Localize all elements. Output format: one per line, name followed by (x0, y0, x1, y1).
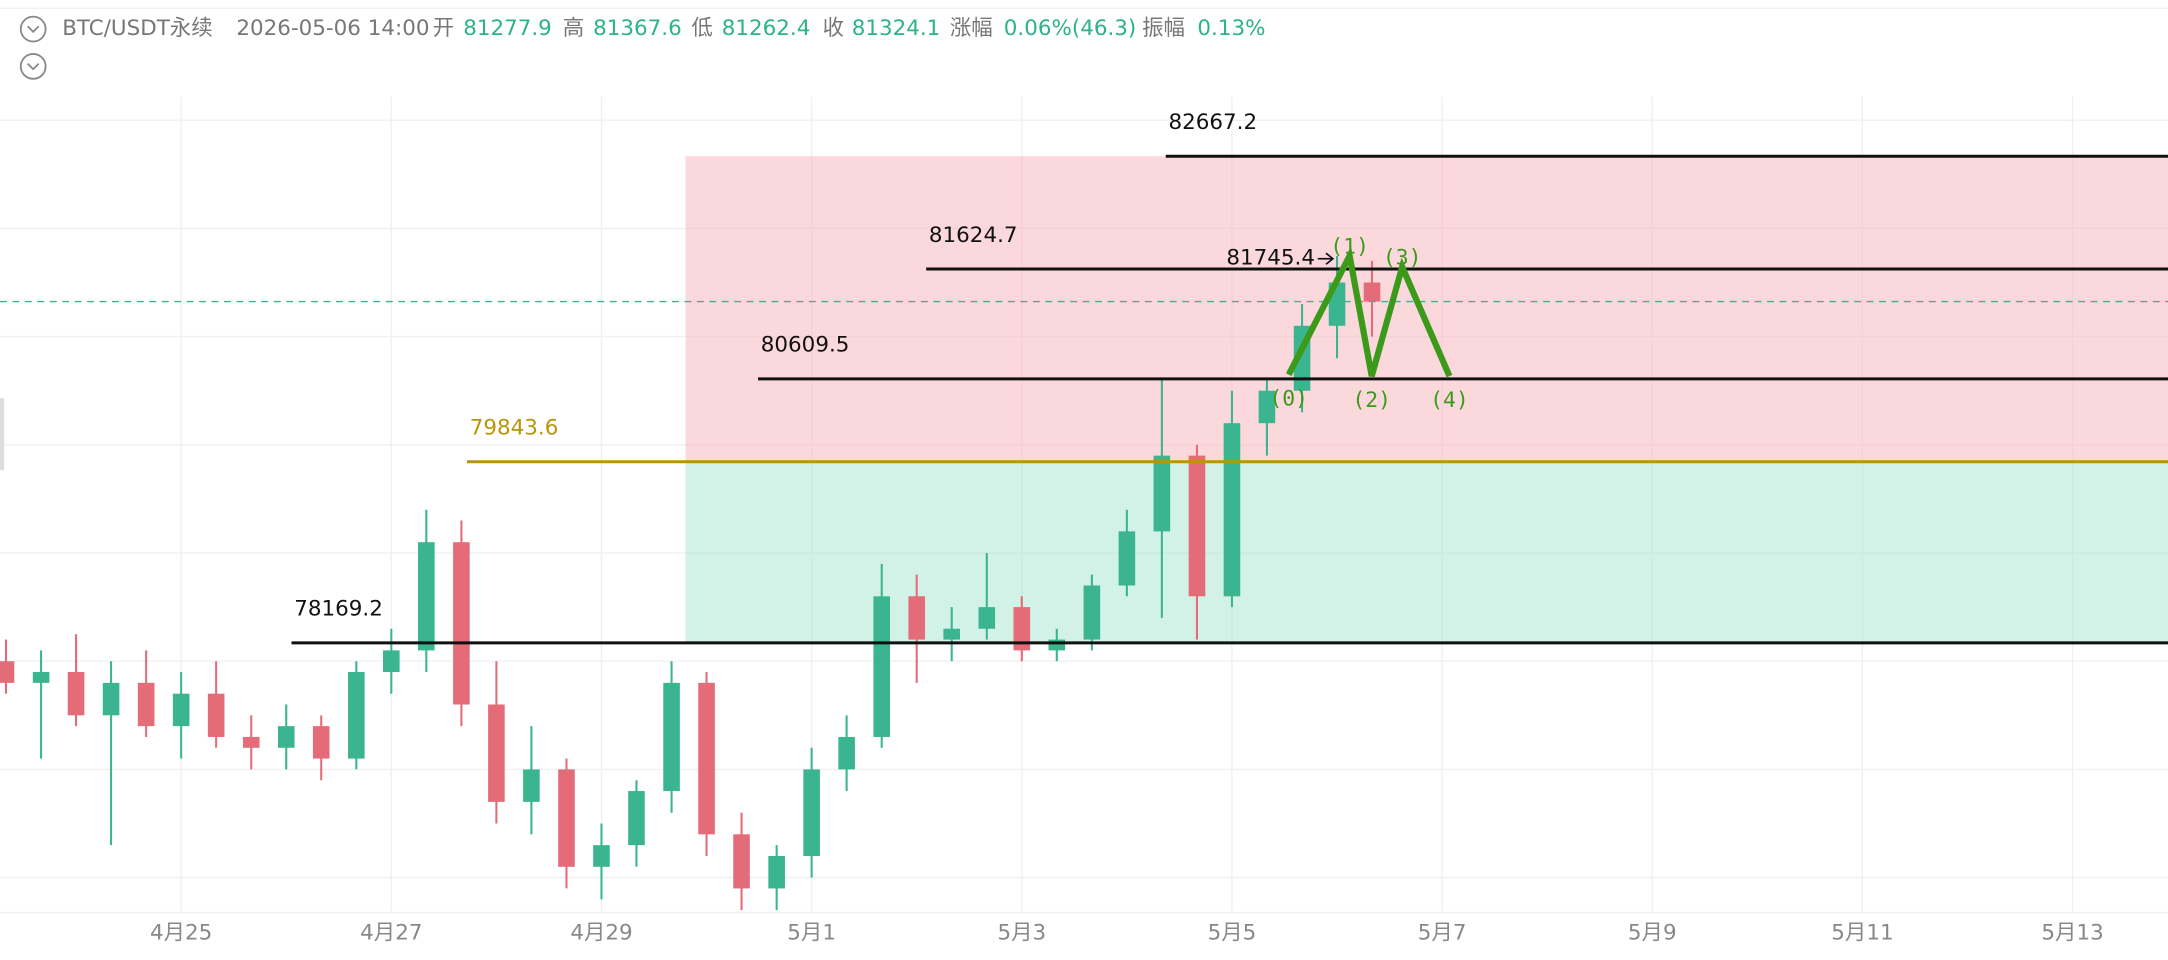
candle-body (1223, 423, 1241, 597)
info-label: 收 (823, 16, 844, 41)
candle-body (172, 693, 190, 727)
high-annotation: 81745.4 (1226, 246, 1315, 271)
candle-body (1013, 607, 1031, 651)
candle-body (488, 704, 505, 802)
info-label: 低 (691, 16, 712, 41)
candle-body (978, 607, 996, 629)
x-tick-label: 5月11 (1831, 920, 1893, 945)
info-value: 81277.9 (463, 16, 552, 41)
candle-body (1153, 455, 1171, 532)
candle-body (277, 726, 295, 748)
price-level-label: 82667.2 (1169, 110, 1258, 135)
info-value: 81262.4 (722, 16, 811, 41)
info-value: 81367.6 (593, 16, 682, 41)
timestamp: 2026-05-06 14:00 (236, 16, 429, 41)
x-tick-label: 5月7 (1418, 920, 1467, 945)
info-label: 开 (433, 16, 454, 41)
info-label: 振幅 (1142, 16, 1185, 41)
price-level-label: 80609.5 (761, 333, 850, 358)
x-tick-label: 4月29 (570, 920, 632, 945)
candle-body (768, 855, 785, 889)
annotation-arrowhead (1325, 252, 1335, 265)
info-value: 0.06%(46.3) (1004, 16, 1136, 41)
candle-body (698, 682, 715, 835)
candle-body (1083, 585, 1101, 640)
wave-label: (1) (1330, 234, 1369, 259)
candle-body (312, 726, 330, 759)
candle-body (1258, 390, 1276, 424)
candle-body (418, 542, 435, 651)
wave-label: (3) (1383, 246, 1422, 271)
candle-body (137, 682, 155, 727)
expand-icon[interactable] (19, 53, 47, 80)
info-value: 81324.1 (852, 16, 941, 41)
ohlc-info: 开 81277.9 高 81367.6 低 81262.4 收 81324.1 涨幅 0.06%(… (433, 16, 1266, 41)
wave-line (1285, 246, 1453, 378)
expand-icon-arrow (27, 62, 40, 71)
x-tick-label: 4月25 (150, 920, 212, 945)
candle-body (663, 682, 680, 792)
candle-body (943, 628, 961, 640)
x-tick-label: 4月27 (360, 920, 422, 945)
wave-label: (0) (1269, 387, 1308, 412)
x-tick-label: 5月9 (1628, 920, 1677, 945)
collapse-icon-arrow (27, 25, 40, 34)
candle-body (32, 672, 50, 683)
candle-body (838, 736, 855, 770)
info-label: 高 (563, 16, 584, 41)
collapse-icon[interactable] (19, 15, 47, 43)
candle-body (523, 769, 540, 802)
candle-body (0, 661, 15, 683)
profit-zone (685, 156, 2168, 462)
x-tick-label: 5月13 (2041, 920, 2103, 945)
candle-body (733, 834, 750, 889)
x-tick-label: 5月1 (787, 920, 836, 945)
candle-body (1188, 455, 1206, 597)
loss-zone (685, 461, 2168, 643)
candle-body (207, 693, 225, 737)
candle-body (803, 769, 820, 856)
candle-body (348, 672, 365, 759)
info-value: 0.13% (1197, 16, 1265, 41)
side-tab[interactable] (0, 398, 5, 471)
x-tick-label: 5月5 (1208, 920, 1257, 945)
candle-body (593, 845, 610, 867)
candle-body (383, 650, 400, 673)
wave-label: (2) (1352, 388, 1391, 413)
candle-body (102, 682, 120, 716)
candle-body (1118, 531, 1136, 586)
x-tick-label: 5月3 (997, 920, 1046, 945)
price-level-label: 78169.2 (294, 597, 383, 622)
candle-body (242, 736, 260, 748)
candle-body (873, 596, 891, 737)
wave-label: (4) (1430, 388, 1469, 413)
candle-body (453, 542, 470, 705)
candle-body (67, 672, 85, 716)
candle-body (908, 596, 926, 640)
candle-body (1363, 282, 1381, 302)
price-level-label: 81624.7 (929, 223, 1018, 248)
price-level-label: 79843.6 (470, 416, 559, 441)
candle-body (628, 791, 645, 846)
info-label: 涨幅 (950, 16, 993, 41)
candle-body (558, 769, 575, 867)
symbol: BTC/USDT永续 (62, 16, 212, 41)
candle-body (1048, 639, 1066, 651)
